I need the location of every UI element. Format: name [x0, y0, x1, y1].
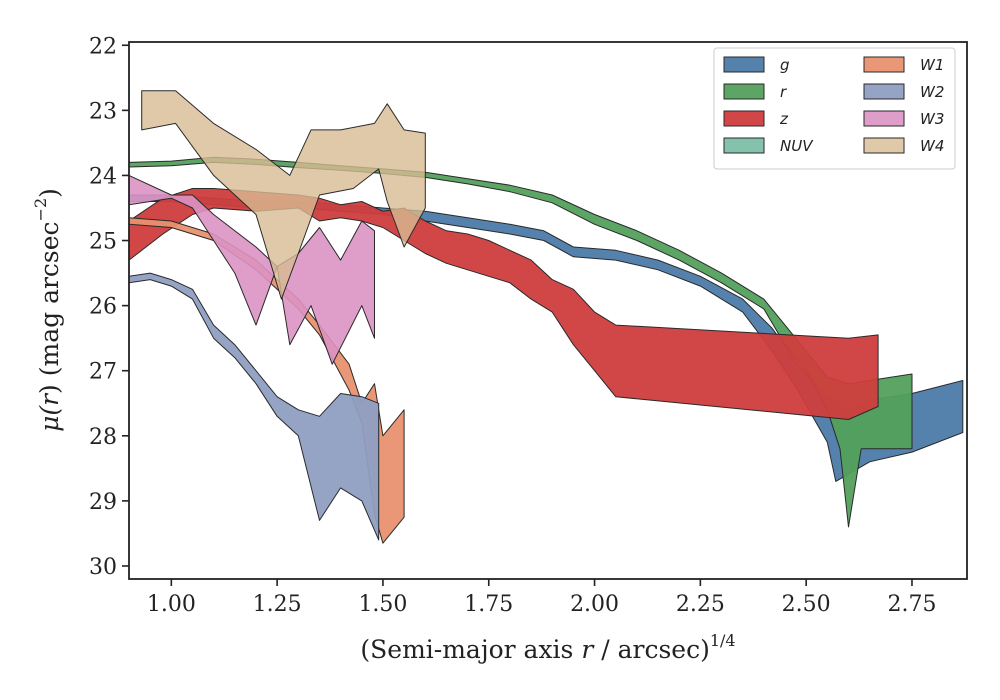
legend-label-w1: W1: [920, 56, 944, 74]
series-band-z: [129, 188, 879, 420]
y-axis-label-sup: −2: [31, 198, 50, 222]
series-layer: [129, 90, 964, 544]
x-tick-label: 2.75: [887, 592, 936, 617]
x-tick-label: 2.25: [676, 592, 725, 617]
x-axis-label-sup: 1/4: [710, 631, 736, 650]
series-band-w4: [141, 90, 426, 300]
legend-swatch-w1: [863, 56, 905, 73]
x-tick-label: 1.50: [358, 592, 407, 617]
legend-swatch-nuv: [723, 137, 765, 154]
x-axis-label-tail: / arcsec): [593, 635, 710, 664]
legend-items: grz NUV W1 W2 W3 W4: [723, 56, 944, 155]
legend-label-r: r: [780, 83, 787, 101]
y-axis-label-main: μ(: [35, 405, 64, 432]
y-tick-label: 22: [89, 34, 117, 59]
y-tick-label: 24: [89, 164, 117, 189]
plot-frame: [128, 41, 968, 580]
y-tick-label: 23: [89, 99, 117, 124]
y-axis-ticks: 22 23 24 25 26 27 28 29 30: [89, 34, 129, 580]
legend-label-g: g: [780, 56, 790, 74]
series-band-w3: [129, 174, 375, 365]
legend-swatch-w3: [863, 110, 905, 127]
y-tick-label: 25: [89, 230, 117, 255]
x-axis-label-var: r: [581, 635, 595, 664]
y-axis-label-tail: ) (mag arcsec: [35, 221, 64, 394]
x-tick-label: 2.50: [782, 592, 831, 617]
x-tick-label: 2.00: [570, 592, 619, 617]
x-tick-label: 1.25: [253, 592, 302, 617]
legend-swatch-w4: [863, 137, 905, 154]
legend-swatch-g: [723, 56, 765, 73]
legend-label-z: z: [779, 110, 789, 128]
y-axis-label-var: r: [35, 392, 64, 406]
legend-swatch-w2: [863, 83, 905, 100]
x-axis-label: (Semi-major axis r / arcsec)1/4: [360, 631, 735, 664]
legend-swatch-r: [723, 83, 765, 100]
y-tick-label: 29: [89, 490, 117, 515]
x-tick-label: 1.00: [147, 592, 196, 617]
x-tick-label: 1.75: [464, 592, 513, 617]
y-tick-label: 30: [89, 555, 117, 580]
series-band-w2: [129, 272, 380, 541]
legend-label-w4: W4: [920, 137, 944, 155]
legend-label-nuv: NUV: [780, 137, 814, 155]
y-axis-label: μ(r) (mag arcsec−2): [31, 188, 64, 432]
y-tick-label: 28: [89, 425, 117, 450]
y-tick-label: 26: [89, 295, 117, 320]
legend: grz NUV W1 W2 W3 W4: [713, 47, 956, 170]
legend-label-w2: W2: [920, 83, 944, 101]
legend-label-w3: W3: [920, 110, 944, 128]
y-tick-label: 27: [89, 360, 117, 385]
x-axis-ticks: 1.00 1.25 1.50 1.75 2.00 2.25 2.50 2.75: [147, 579, 936, 617]
y-axis-label-close: ): [35, 188, 64, 198]
legend-swatch-z: [723, 110, 765, 127]
x-axis-label-main: (Semi-major axis: [360, 635, 581, 664]
